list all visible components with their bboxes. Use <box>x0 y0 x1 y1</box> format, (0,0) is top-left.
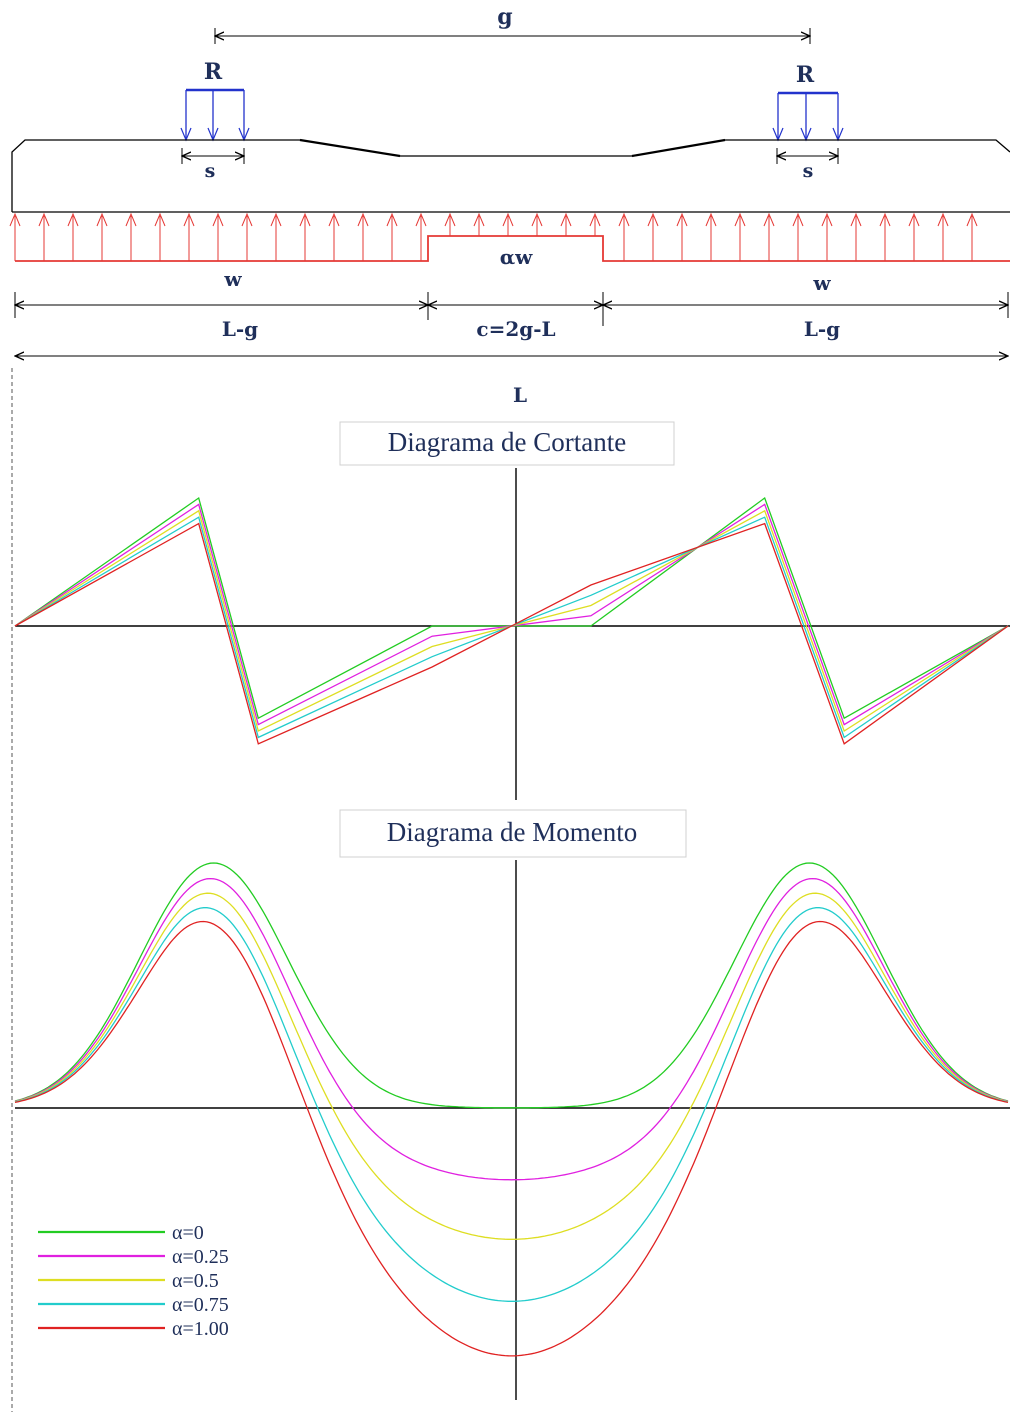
label-lg-left: L-g <box>222 317 258 341</box>
label-c: c=2g-L <box>476 317 555 341</box>
reaction-arrowhead <box>38 212 50 227</box>
shear-title-box <box>339 421 675 466</box>
reaction-arrowhead <box>9 212 21 227</box>
reaction-arrowhead <box>328 212 340 227</box>
shear-series-line <box>14 522 1009 745</box>
reaction-arrowhead <box>850 212 862 227</box>
reaction-arrowhead <box>531 212 543 227</box>
reaction-arrowhead <box>299 212 311 227</box>
distributed-reaction <box>9 212 1010 262</box>
shear-title: Diagrama de Cortante <box>388 427 626 457</box>
reaction-arrowhead <box>589 212 601 227</box>
reaction-arrowhead <box>444 212 456 227</box>
label-w-left: w <box>223 267 242 291</box>
reaction-arrowhead <box>183 212 195 227</box>
moment-title: Diagrama de Momento <box>387 817 637 847</box>
label-lg-right: L-g <box>804 317 840 341</box>
legend-label: α=0.25 <box>172 1246 229 1268</box>
reaction-arrowhead <box>618 212 630 227</box>
reaction-arrowhead <box>937 212 949 227</box>
moment-diagram: Diagrama de Momento <box>14 809 1010 1400</box>
reaction-arrowhead <box>212 212 224 227</box>
reaction-arrowhead <box>705 212 717 227</box>
reaction-arrowhead <box>386 212 398 227</box>
reaction-arrowhead <box>792 212 804 227</box>
shear-diagram: Diagrama de Cortante <box>14 421 1010 800</box>
reaction-arrowhead <box>241 212 253 227</box>
reaction-arrowhead <box>821 212 833 227</box>
reaction-arrowhead <box>67 212 79 227</box>
reaction-arrowhead <box>734 212 746 227</box>
dimension-spans: L-g c=2g-L L-g L <box>15 292 1008 407</box>
label-s-left: s <box>205 160 216 182</box>
label-r-left: R <box>204 59 223 85</box>
legend-label: α=0.5 <box>172 1270 219 1292</box>
legend-label: α=0.75 <box>172 1294 229 1316</box>
rail-beam <box>11 138 1010 213</box>
reaction-arrowhead <box>473 212 485 227</box>
legend-label: α=1.00 <box>172 1318 229 1340</box>
moment-series-line <box>14 877 1009 1181</box>
label-w-right: w <box>812 271 831 295</box>
reaction-arrowhead <box>676 212 688 227</box>
reaction-arrowhead <box>966 212 978 227</box>
label-g: g <box>497 4 512 30</box>
reaction-arrowhead <box>560 212 572 227</box>
reaction-arrowhead <box>270 212 282 227</box>
shear-series-line <box>14 496 1009 720</box>
reaction-arrowhead <box>357 212 369 227</box>
reaction-arrowhead <box>763 212 775 227</box>
reaction-arrowhead <box>879 212 891 227</box>
moment-series-line <box>14 907 1009 1302</box>
label-alpha-w: αw <box>500 245 533 269</box>
reaction-arrowhead <box>154 212 166 227</box>
legend: α=0α=0.25α=0.5α=0.75α=1.00 <box>38 1222 229 1340</box>
label-s-right: s <box>803 160 814 182</box>
wheel-load-left: R s <box>180 59 250 182</box>
legend-label: α=0 <box>172 1222 204 1244</box>
moment-title-box <box>339 809 687 858</box>
wheel-load-right: R s <box>772 62 844 182</box>
reaction-arrowhead <box>125 212 137 227</box>
reaction-arrowhead <box>908 212 920 227</box>
dimension-g: g <box>215 4 810 44</box>
label-l: L <box>513 383 527 407</box>
shear-series-line <box>14 509 1009 732</box>
label-r-right: R <box>796 62 815 88</box>
reaction-arrowhead <box>502 212 514 227</box>
shear-series-line <box>14 516 1009 739</box>
moment-series-line <box>14 862 1009 1109</box>
reaction-arrowhead <box>415 212 427 227</box>
reaction-arrowhead <box>647 212 659 227</box>
reaction-arrowhead <box>96 212 108 227</box>
moment-series-line <box>14 920 1009 1357</box>
moment-series-line <box>14 892 1009 1240</box>
